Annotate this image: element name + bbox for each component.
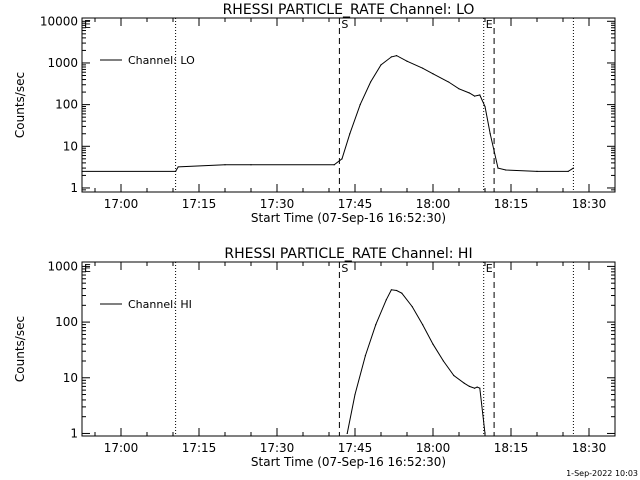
data-point [401,292,403,294]
x-axis-label: Start Time (07-Sep-16 16:52:30) [251,211,446,225]
data-point [375,324,377,326]
data-point [497,167,499,169]
data-point [572,167,575,169]
data-point [406,60,408,62]
data-point [177,166,179,168]
data-point [359,104,361,106]
data-point [81,170,83,172]
y-tick-label: 10000 [40,14,78,28]
plot-frame [81,261,616,437]
y-tick-label: 100 [55,98,78,112]
marker-label: S [341,18,348,31]
x-tick-label: 17:30 [260,197,295,211]
data-point [370,81,372,83]
y-axis-label: Counts/sec [13,316,27,382]
data-point [484,105,486,108]
data-point [354,393,356,396]
data-point [333,164,335,166]
data-point [468,385,470,387]
y-tick-label: 10 [63,139,78,153]
marker-label: E [486,262,493,275]
x-axis-label: Start Time (07-Sep-16 16:52:30) [251,455,446,469]
x-tick-label: 17:15 [182,197,217,211]
y-tick-label: 1000 [47,56,78,70]
data-point [411,305,413,308]
data-point [484,432,486,435]
data-point [390,56,392,58]
chart-title: RHESSI PARTICLE_RATE Channel: HI [224,246,472,262]
data-point [346,432,348,435]
y-axis-label: Counts/sec [13,72,27,138]
x-tick-label: 18:15 [494,197,529,211]
data-point [476,386,478,388]
marker-label: E [84,262,91,275]
data-point [442,360,444,362]
footer-timestamp: 1-Sep-2022 10:03 [566,469,638,478]
series-line [346,289,486,434]
data-point [474,95,476,97]
x-tick-label: 17:00 [104,197,139,211]
x-tick-label: 17:00 [104,441,139,455]
data-point [385,299,387,301]
y-tick-label: 1000 [47,259,78,273]
data-point [396,55,398,57]
data-point [463,382,465,384]
data-point [474,387,476,389]
data-point [536,170,538,172]
data-point [422,324,424,326]
marker-label: S [341,262,348,275]
y-tick-label: 1 [70,426,78,440]
x-tick-label: 18:15 [494,441,529,455]
x-tick-label: 17:30 [260,441,295,455]
data-point [567,170,569,172]
chart-title: RHESSI PARTICLE_RATE Channel: LO [223,2,475,18]
x-tick-label: 18:30 [572,197,607,211]
data-point [341,158,343,160]
plot-frame [81,17,616,193]
data-point [380,64,382,66]
data-point [175,170,177,172]
x-tick-label: 18:30 [572,441,607,455]
data-point [250,164,252,166]
y-tick-label: 1 [70,181,78,195]
marker-label: E [486,18,493,31]
data-point [349,133,351,135]
data-point [422,67,424,69]
x-tick-label: 18:00 [416,197,451,211]
lo-channel-panel: RHESSI PARTICLE_RATE Channel: LO Counts/s… [13,2,616,225]
data-point [458,88,460,90]
y-tick-label: 100 [55,315,78,329]
x-tick-label: 17:45 [338,441,373,455]
x-tick-label: 17:15 [182,441,217,455]
data-point [489,133,491,135]
data-point [224,164,226,166]
x-tick-label: 18:00 [416,441,451,455]
legend-entry: Channel: LO [128,54,195,67]
data-point [448,81,450,83]
legend-entry: Channel: HI [128,298,192,311]
hi-channel-panel: RHESSI PARTICLE_RATE Channel: HI Counts/s… [13,246,616,469]
data-point [390,289,392,291]
data-point [505,169,507,171]
series-line [82,55,574,172]
data-point [432,343,434,345]
data-point [468,92,470,94]
data-point [432,73,434,75]
x-tick-label: 17:45 [338,197,373,211]
data-point [479,387,481,389]
data-point [453,374,455,377]
marker-label: E [84,18,91,31]
data-point [364,355,366,357]
y-tick-label: 10 [63,371,78,385]
data-point [396,289,398,292]
data-point [479,94,481,96]
